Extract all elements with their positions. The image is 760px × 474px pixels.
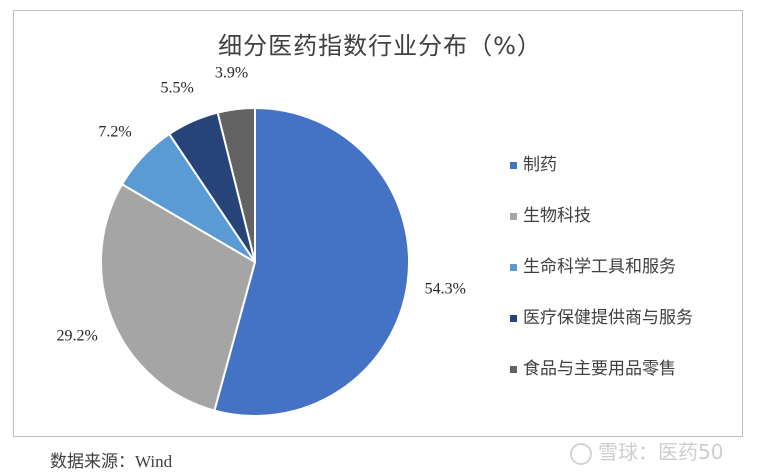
data-label-1: 54.3% (425, 281, 466, 298)
legend-label-1: 制药 (523, 155, 557, 175)
legend-swatch-1 (510, 161, 517, 169)
pie-slice-5 (216, 106, 256, 263)
data-label-4: 5.5% (161, 80, 194, 97)
legend-swatch-5 (510, 365, 517, 373)
data-label-3: 7.2% (98, 124, 131, 141)
source-value: Wind (135, 452, 173, 471)
legend-swatch-4 (510, 314, 517, 322)
legend-swatch-3 (510, 263, 517, 271)
legend-item-3: 生命科学工具和服务 (510, 252, 676, 277)
legend-swatch-2 (510, 212, 517, 220)
legend-label-3: 生命科学工具和服务 (523, 257, 676, 277)
snowball-logo-icon (570, 442, 592, 465)
pie-slice-2 (100, 182, 257, 412)
legend-label-4: 医疗保健提供商与服务 (523, 308, 693, 328)
legend-item-1: 制药 (510, 150, 557, 175)
watermark: 雪球：医药50 (570, 436, 723, 465)
source-label: 数据来源： (50, 452, 135, 472)
pie-slice-1 (213, 106, 410, 417)
legend-label-5: 食品与主要用品零售 (523, 359, 676, 379)
legend-item-5: 食品与主要用品零售 (510, 354, 676, 379)
legend-item-2: 生物科技 (510, 201, 591, 226)
chart-title: 细分医药指数行业分布（%） (218, 32, 542, 60)
legend-label-2: 生物科技 (523, 206, 591, 226)
data-label-5: 3.9% (215, 64, 248, 81)
data-source: 数据来源：Wind (50, 447, 172, 472)
data-label-2: 29.2% (57, 328, 98, 345)
watermark-text: 雪球：医药50 (598, 440, 724, 464)
legend-item-4: 医疗保健提供商与服务 (510, 303, 693, 328)
